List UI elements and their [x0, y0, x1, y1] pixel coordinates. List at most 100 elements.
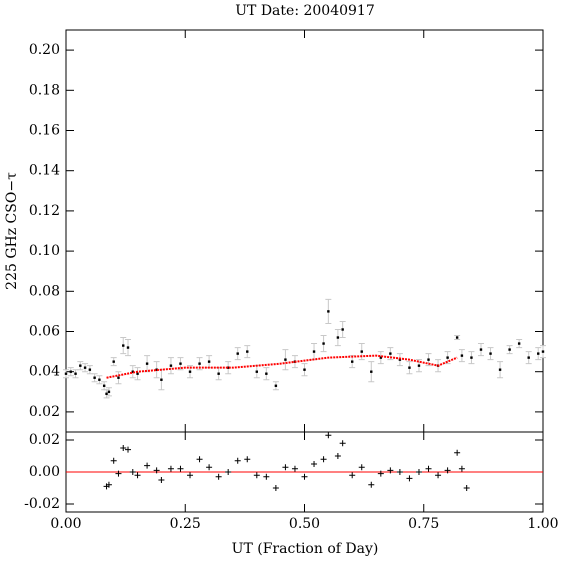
x-tick-label: 0.75 — [408, 516, 439, 532]
residual-point — [435, 472, 442, 479]
residual-point — [225, 469, 232, 475]
y-tick-label: 0.02 — [29, 404, 60, 420]
fit-line — [106, 354, 458, 379]
data-point — [64, 372, 68, 375]
residual-point — [167, 465, 174, 472]
data-point — [517, 342, 521, 345]
data-point — [489, 352, 492, 355]
data-point — [498, 368, 502, 371]
data-point — [408, 366, 411, 369]
residual-point — [415, 469, 422, 475]
data-point — [527, 356, 530, 359]
x-tick-label: 0.00 — [50, 516, 81, 532]
data-point — [207, 360, 211, 363]
data-point — [427, 358, 430, 361]
data-point — [455, 336, 459, 339]
data-point — [198, 362, 201, 365]
residual-point — [215, 473, 222, 480]
residual-point — [325, 432, 332, 439]
data-point — [541, 350, 545, 353]
data-point — [188, 370, 192, 373]
residual-point — [282, 464, 289, 471]
data-point — [117, 376, 120, 379]
data-point — [322, 342, 325, 345]
data-point — [312, 350, 316, 353]
residual-point — [454, 449, 461, 456]
data-point — [417, 364, 421, 367]
data-point — [131, 370, 134, 373]
data-point — [370, 370, 373, 373]
data-point — [284, 358, 287, 361]
data-point — [112, 360, 115, 363]
residual-point — [110, 457, 117, 464]
data-point — [126, 346, 130, 349]
residual-point — [115, 470, 122, 477]
data-point — [303, 368, 306, 371]
residual-point — [291, 465, 298, 472]
data-point — [479, 348, 483, 351]
data-point — [107, 390, 111, 393]
residual-point — [134, 472, 141, 479]
residual-point — [339, 440, 346, 447]
data-point — [255, 370, 258, 373]
x-tick-label: 0.50 — [289, 516, 320, 532]
data-point — [160, 378, 163, 381]
residual-point — [301, 473, 308, 480]
y-tick-label: 0.18 — [29, 82, 60, 98]
y-tick-label: 0.10 — [29, 243, 60, 259]
y-tick-label: 0.08 — [29, 283, 60, 299]
data-point — [83, 366, 87, 369]
data-point — [98, 378, 101, 381]
y-tick-label: 0.06 — [29, 324, 60, 340]
residual-point — [334, 453, 341, 459]
residual-point — [368, 481, 375, 488]
residual-point — [387, 467, 394, 474]
residual-point — [311, 461, 318, 467]
data-point — [236, 352, 239, 355]
data-point — [179, 362, 182, 365]
data-point — [327, 310, 330, 313]
data-point — [341, 328, 344, 331]
residual-point — [377, 470, 384, 477]
data-point — [389, 352, 392, 355]
residual-point — [144, 462, 151, 469]
residual-point — [129, 469, 136, 475]
data-point — [122, 344, 125, 347]
residual-point — [125, 446, 132, 453]
data-point — [508, 348, 511, 351]
data-point — [93, 376, 96, 379]
data-point — [105, 392, 108, 396]
residual-point — [406, 475, 413, 482]
data-point — [460, 354, 464, 357]
residual-point — [105, 481, 112, 488]
residual-point — [320, 456, 327, 463]
residual-point — [234, 457, 241, 464]
y-tick-label: 0.12 — [29, 203, 60, 219]
data-point — [265, 372, 268, 375]
y-tick-label: 0.02 — [29, 432, 60, 448]
data-point — [102, 384, 106, 387]
residual-point — [120, 445, 127, 451]
y-tick-label: 0.16 — [29, 123, 60, 139]
residual-point — [187, 472, 194, 479]
data-point — [226, 366, 230, 369]
data-point — [155, 368, 158, 371]
residual-point — [444, 467, 451, 474]
data-point — [217, 372, 220, 375]
y-tick-label: 0.04 — [29, 364, 60, 380]
data-point — [360, 350, 363, 353]
x-tick-label: 1.00 — [527, 516, 558, 532]
y-tick-label: -0.02 — [24, 496, 60, 512]
residual-point — [244, 456, 251, 463]
data-point — [336, 336, 340, 339]
data-point — [136, 372, 139, 375]
data-point — [79, 364, 82, 367]
residual-point — [177, 465, 184, 472]
residual-point — [272, 485, 279, 491]
residual-point — [153, 467, 160, 474]
data-point — [274, 384, 278, 387]
residual-point — [263, 473, 270, 480]
x-tick-label: 0.25 — [170, 516, 201, 532]
data-point — [246, 350, 249, 353]
